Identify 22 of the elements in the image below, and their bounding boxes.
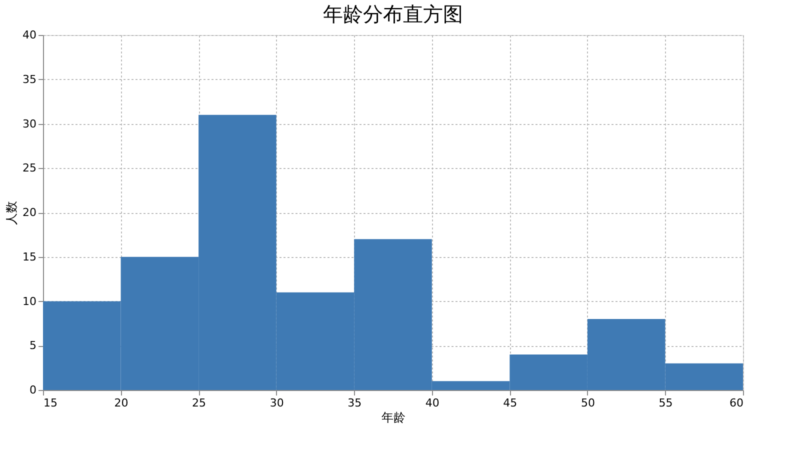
y-tick-label: 30	[22, 117, 36, 130]
y-tick-label: 15	[22, 250, 36, 264]
chart-title: 年龄分布直方图	[323, 2, 463, 26]
x-tick-label: 45	[503, 396, 518, 410]
x-axis-title: 年龄	[382, 410, 406, 424]
y-tick-label: 35	[22, 72, 36, 86]
x-tick-label: 60	[730, 396, 744, 410]
x-tick-label: 40	[425, 396, 440, 410]
y-tick-label: 10	[22, 294, 36, 308]
y-axis-title: 人数	[4, 201, 19, 225]
x-tick-label: 35	[348, 396, 362, 410]
x-tick-label: 55	[658, 396, 673, 410]
x-tick-label: 15	[44, 396, 58, 410]
y-tick-label: 0	[30, 384, 36, 396]
x-tick-label: 50	[580, 396, 595, 410]
y-tick-label: 40	[22, 28, 36, 42]
x-tick-label: 20	[114, 396, 128, 410]
y-tick-label: 20	[22, 206, 36, 219]
y-tick-label: 25	[22, 162, 36, 175]
x-tick-label: 30	[270, 396, 284, 410]
x-tick-label: 25	[192, 396, 206, 410]
y-tick-label: 5	[30, 339, 36, 352]
